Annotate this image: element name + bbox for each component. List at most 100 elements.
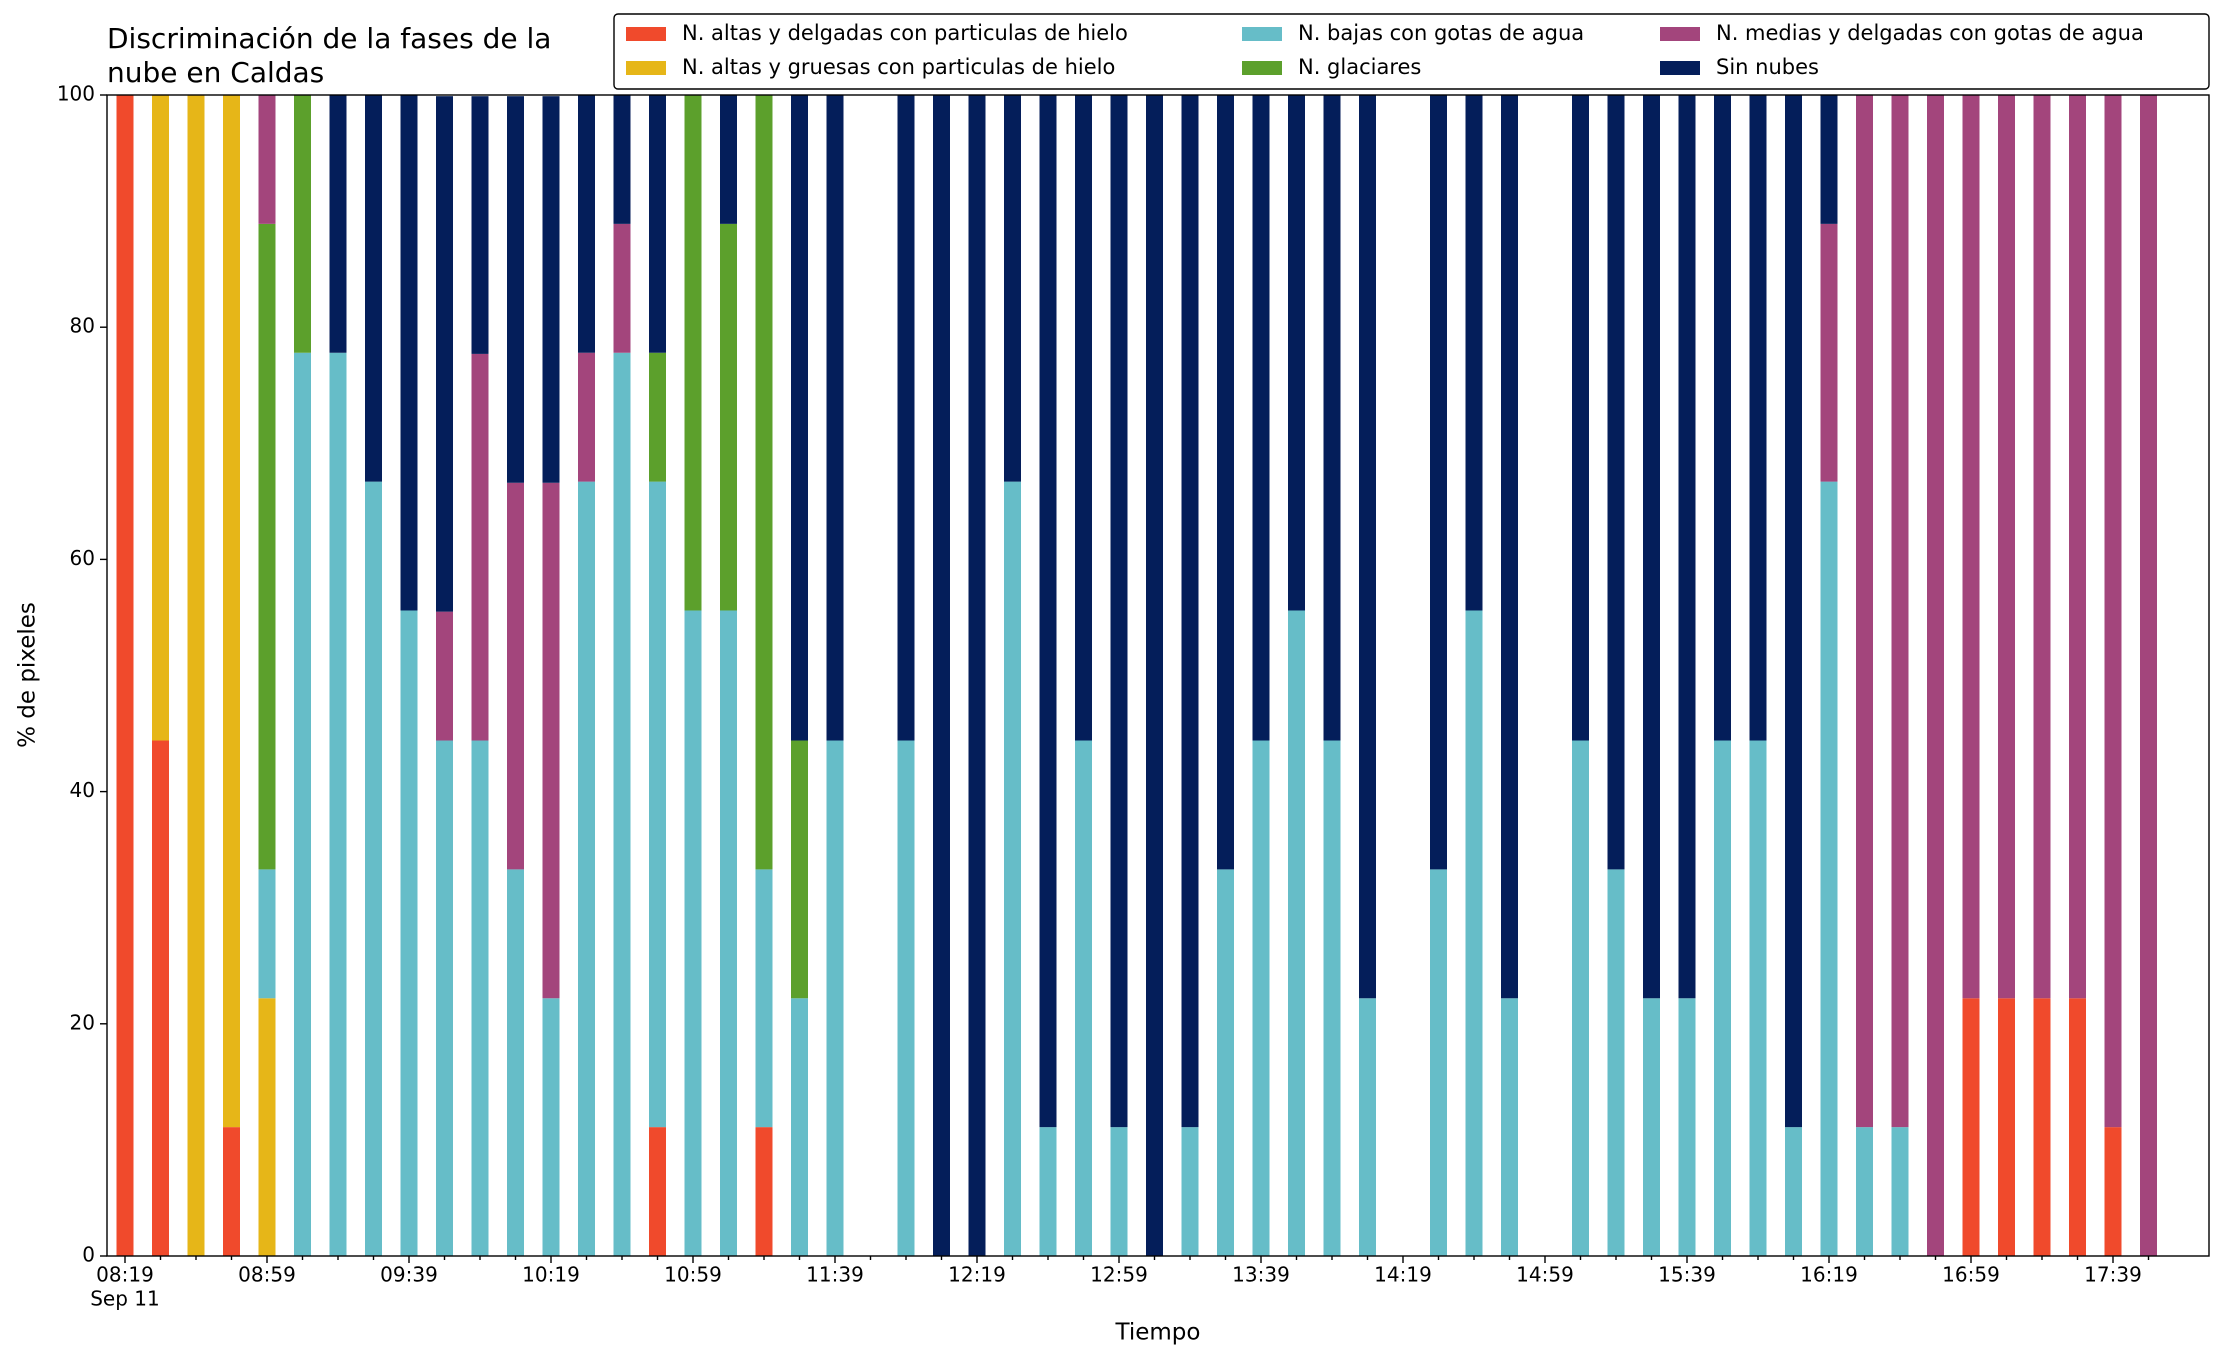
bar-segment — [1749, 740, 1767, 1256]
bar-segment — [1465, 95, 1483, 611]
bar-segment — [1252, 740, 1270, 1256]
bar-segment — [613, 352, 631, 1256]
bar-segment — [613, 95, 631, 224]
x-tick-label: 10:19 — [522, 1263, 580, 1287]
bar-segment — [507, 96, 524, 483]
bar-segment — [365, 95, 382, 482]
bar-segment — [116, 95, 134, 1256]
bar-segment — [1998, 95, 2015, 999]
bar-segment — [1678, 998, 1696, 1256]
legend-swatch — [1660, 27, 1700, 41]
bar-segment — [1075, 95, 1092, 741]
bar-segment — [1501, 998, 1518, 1256]
x-tick-label: 17:39 — [2084, 1263, 2142, 1287]
bar-segment — [578, 95, 595, 353]
bar-segment — [1820, 95, 1838, 224]
bar-segment — [1962, 95, 1980, 999]
bar-segment — [1252, 95, 1270, 741]
x-axis-label: Tiempo — [1115, 1320, 1201, 1346]
bar-segment — [1359, 998, 1376, 1256]
y-tick-label: 0 — [82, 1243, 95, 1267]
y-tick-label: 80 — [70, 314, 95, 338]
bar-segment — [1181, 95, 1199, 1128]
bar-segment — [720, 95, 737, 224]
bar-segment — [968, 95, 986, 1256]
bar-segment — [329, 95, 347, 353]
bar-segment — [1110, 95, 1128, 1128]
bar-segment — [720, 610, 737, 1256]
legend-label: N. altas y gruesas con particulas de hie… — [682, 55, 1115, 79]
bar-segment — [436, 96, 453, 612]
bar-segment — [258, 95, 276, 224]
x-tick-label: 12:59 — [1090, 1263, 1148, 1287]
bar-segment — [1785, 95, 1802, 1128]
x-tick-label: 08:59 — [238, 1263, 296, 1287]
bar-segment — [2033, 998, 2051, 1256]
bar-segment — [897, 95, 915, 741]
bar-segment — [1998, 998, 2015, 1256]
bar-segment — [258, 998, 276, 1256]
bar-segment — [791, 998, 808, 1256]
bar-segment — [1288, 610, 1305, 1256]
bar-segment — [1714, 95, 1731, 741]
bar-segment — [1110, 1127, 1128, 1256]
bar-segment — [1004, 95, 1021, 482]
bar-segment — [2069, 95, 2086, 999]
bar-segment — [436, 740, 453, 1256]
bar-segment — [1430, 95, 1447, 870]
bar-segment — [1430, 869, 1447, 1256]
bar-segment — [1785, 1127, 1802, 1256]
bar-segment — [649, 481, 666, 1128]
bar-segment — [507, 482, 524, 870]
x-tick-label: 11:39 — [806, 1263, 864, 1287]
bar-segment — [1572, 740, 1589, 1256]
bar-segment — [1714, 740, 1731, 1256]
bar-segment — [1856, 95, 1873, 1128]
bar-segment — [1004, 481, 1021, 1256]
bar-segment — [1749, 95, 1767, 741]
legend-box — [613, 13, 2210, 90]
bar-segment — [684, 95, 702, 611]
bar-segment — [152, 740, 169, 1256]
bar-segment — [294, 95, 311, 353]
legend-label: N. medias y delgadas con gotas de agua — [1716, 21, 2144, 45]
bar-segment — [1607, 95, 1625, 870]
bar-segment — [223, 95, 240, 1128]
bar-segment — [649, 352, 666, 482]
bar-segment — [2104, 95, 2122, 1128]
bar-segment — [187, 95, 205, 1256]
legend-label: N. altas y delgadas con particulas de hi… — [682, 21, 1128, 45]
bar-segment — [258, 223, 276, 870]
bar-segment — [542, 482, 560, 999]
bar-segment — [152, 95, 169, 741]
bar-segment — [2033, 95, 2051, 999]
bar-segment — [1820, 223, 1838, 482]
bar-segment — [294, 352, 311, 1256]
bar-segment — [1678, 95, 1696, 999]
bar-segment — [720, 223, 737, 611]
x-tick-label: 09:39 — [380, 1263, 438, 1287]
y-tick-label: 20 — [70, 1010, 95, 1034]
bar-segment — [1039, 1127, 1057, 1256]
bar-segment — [578, 481, 595, 1256]
bar-segment — [1359, 95, 1376, 999]
bar-segment — [1501, 95, 1518, 999]
bar-segment — [471, 740, 489, 1256]
bar-segment — [1323, 740, 1341, 1256]
y-axis-label: % de pixeles — [15, 602, 41, 748]
bar-segment — [1891, 95, 1909, 1128]
bar-segment — [542, 96, 560, 483]
x-tick-label: 14:59 — [1516, 1263, 1574, 1287]
bar-segment — [755, 1127, 773, 1256]
bar-segment — [613, 223, 631, 353]
bar-segment — [684, 610, 702, 1256]
y-tick-label: 60 — [70, 546, 95, 570]
bar-segment — [933, 95, 950, 1256]
y-tick-label: 100 — [57, 82, 95, 106]
bar-segment — [223, 1127, 240, 1256]
x-tick-label: 14:19 — [1374, 1263, 1432, 1287]
legend-swatch — [626, 27, 666, 41]
legend-swatch — [1242, 27, 1282, 41]
bar-segment — [1217, 869, 1234, 1256]
bar-segment — [826, 740, 844, 1256]
